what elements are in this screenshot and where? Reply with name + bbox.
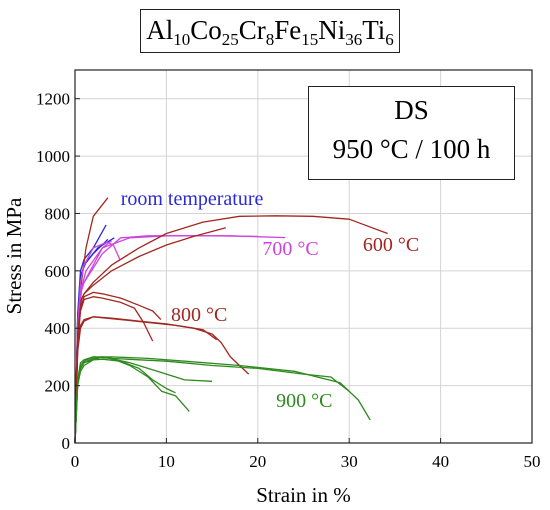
x-tick-label: 40 xyxy=(432,452,449,471)
curve xyxy=(74,356,371,444)
annotation-0: room temperature xyxy=(121,188,264,210)
condition-box: DS 950 °C / 100 h xyxy=(308,86,515,180)
title-element-4: Ni xyxy=(318,15,346,45)
title-element-1: Co xyxy=(190,15,222,45)
title-subscript-2: 8 xyxy=(265,30,275,49)
title-subscript-1: 25 xyxy=(221,30,239,49)
annotation-1: 700 °C xyxy=(262,238,318,260)
x-tick-label: 10 xyxy=(158,452,175,471)
y-tick-label: 1200 xyxy=(36,90,70,109)
y-tick-label: 200 xyxy=(45,377,71,396)
title-element-5: Ti xyxy=(362,15,386,45)
axis-ticks: 0 10 20 30 40 50 0 200 400 600 800 1000 1200 xyxy=(36,90,541,471)
condition-line-1: DS xyxy=(394,95,429,125)
title-subscript-5: 6 xyxy=(385,30,394,49)
title-element-0: Al xyxy=(146,15,174,45)
curve xyxy=(74,296,154,444)
condition-line-2: 950 °C / 100 h xyxy=(332,134,491,164)
annotation-4: 900 °C xyxy=(276,390,332,412)
annotation-3: 800 °C xyxy=(171,304,227,326)
title-subscript-0: 10 xyxy=(173,30,191,49)
x-tick-label: 50 xyxy=(524,452,541,471)
x-tick-label: 30 xyxy=(341,452,358,471)
y-axis-label: Stress in MPa xyxy=(2,197,26,314)
series-4 xyxy=(74,291,250,444)
y-tick-label: 800 xyxy=(45,204,71,223)
x-axis-label: Strain in % xyxy=(256,483,351,507)
title-subscript-3: 15 xyxy=(301,30,319,49)
annotations: room temperature 700 °C 600 °C 800 °C 900 °C xyxy=(121,188,420,412)
x-tick-label: 20 xyxy=(249,452,266,471)
x-tick-label: 0 xyxy=(71,452,80,471)
y-tick-label: 1000 xyxy=(36,147,70,166)
annotation-2: 600 °C xyxy=(363,234,419,256)
plot-frame xyxy=(74,69,533,444)
series-5 xyxy=(74,356,371,444)
alloy-title: Al10Co25Cr8Fe15Ni36Ti6 xyxy=(140,9,400,53)
y-tick-label: 0 xyxy=(62,434,71,453)
title-element-3: Fe xyxy=(274,15,302,45)
title-element-2: Cr xyxy=(238,15,266,45)
y-tick-label: 400 xyxy=(45,319,71,338)
curve xyxy=(74,358,176,444)
y-tick-label: 600 xyxy=(45,262,71,281)
curves xyxy=(74,197,388,444)
curve xyxy=(74,316,218,444)
title-subscript-4: 36 xyxy=(345,30,363,49)
